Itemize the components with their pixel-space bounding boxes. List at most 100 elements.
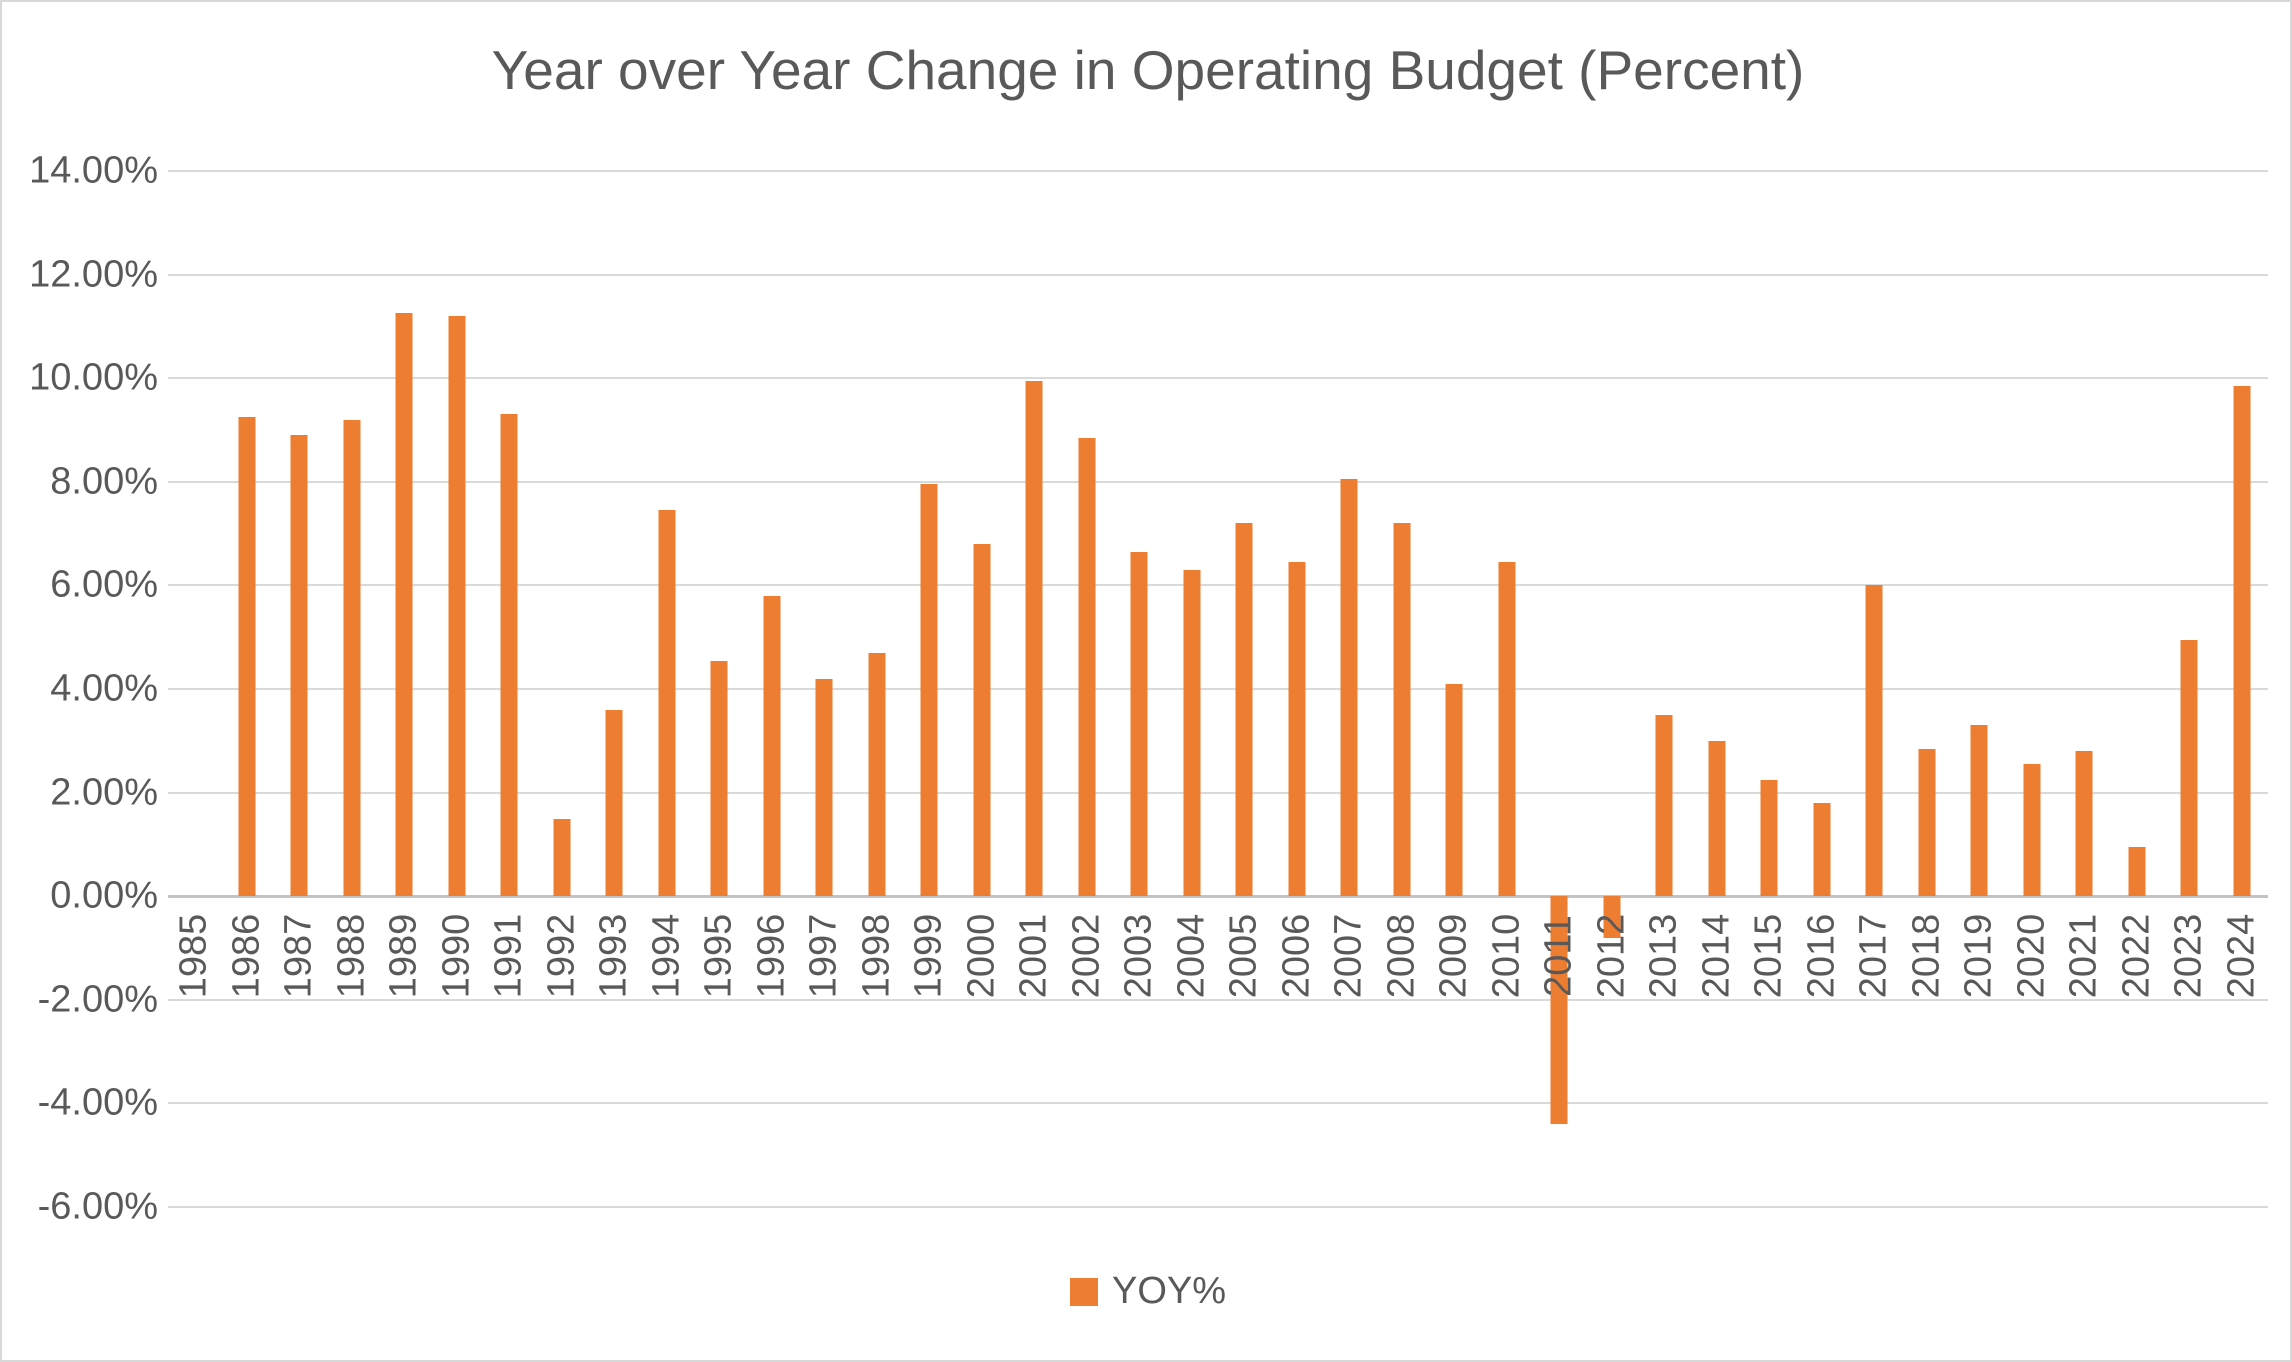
y-tick-label: -2.00% (37, 978, 158, 1021)
gridline (168, 273, 2268, 276)
plot-area (168, 170, 2268, 1208)
x-tick-label-2019: 2019 (1957, 913, 2000, 999)
bar-2023 (2180, 639, 2198, 897)
y-tick-label: 12.00% (29, 253, 158, 296)
x-tick-label-2021: 2021 (2062, 913, 2105, 999)
bar-2001 (1025, 380, 1043, 897)
x-tick-label-2020: 2020 (2010, 913, 2053, 999)
bar-2003 (1130, 551, 1148, 897)
x-tick-label-1985: 1985 (172, 913, 215, 999)
gridline (168, 998, 2268, 1001)
bar-1987 (290, 435, 308, 897)
gridline (168, 584, 2268, 587)
x-tick-label-2018: 2018 (1905, 913, 1948, 999)
x-tick-label-2023: 2023 (2167, 913, 2210, 999)
bar-1993 (605, 709, 623, 897)
bar-1998 (868, 652, 886, 897)
bar-2012 (1603, 896, 1621, 938)
legend-swatch-icon (1069, 1277, 1098, 1306)
x-tick-label-2011: 2011 (1537, 915, 1580, 998)
x-tick-label-2007: 2007 (1327, 913, 1370, 999)
x-tick-label-2010: 2010 (1485, 913, 1528, 999)
x-tick-label-1987: 1987 (277, 913, 320, 999)
legend-label: YOY% (1111, 1270, 1227, 1312)
bar-2009 (1445, 683, 1463, 897)
bar-2004 (1183, 569, 1201, 897)
bar-2011 (1550, 896, 1568, 1125)
bar-1999 (920, 484, 938, 897)
gridline (168, 688, 2268, 690)
bar-2019 (1970, 725, 1988, 897)
x-tick-label-1995: 1995 (697, 913, 740, 999)
bar-1986 (238, 417, 256, 897)
gridline (168, 1206, 2268, 1208)
y-tick-label: 8.00% (50, 460, 158, 503)
x-tick-label-2001: 2001 (1012, 913, 1055, 999)
x-tick-label-2015: 2015 (1747, 913, 1790, 999)
x-tick-label-1992: 1992 (540, 913, 583, 999)
x-tick-label-2017: 2017 (1852, 913, 1895, 999)
y-tick-label: 4.00% (50, 667, 158, 710)
y-axis: 14.00% 12.00% 10.00% 8.00% 6.00% 4.00% 2.00% 0.… (2, 150, 158, 1228)
bar-2018 (1918, 748, 1936, 897)
x-tick-label-2016: 2016 (1800, 913, 1843, 999)
bar-1997 (815, 678, 833, 897)
bar-2022 (2128, 846, 2146, 897)
bar-2016 (1813, 802, 1831, 897)
bar-2020 (2023, 764, 2041, 897)
bar-1992 (553, 818, 571, 897)
x-tick-label-2004: 2004 (1170, 913, 1213, 999)
chart-title: Year over Year Change in Operating Budge… (491, 39, 1805, 101)
bar-2006 (1288, 562, 1306, 897)
bar-2013 (1655, 714, 1673, 897)
y-tick-label: 2.00% (50, 771, 158, 814)
x-tick-label-2024: 2024 (2220, 913, 2263, 999)
y-tick-label: -6.00% (37, 1185, 158, 1228)
bar-2007 (1340, 479, 1358, 897)
bar-2010 (1498, 562, 1516, 897)
bar-2021 (2075, 751, 2093, 897)
x-tick-label-2000: 2000 (960, 913, 1003, 999)
x-tick-label-1993: 1993 (592, 913, 635, 999)
legend: YOY% (2, 1270, 2290, 1313)
x-tick-label-1999: 1999 (907, 913, 950, 999)
bar-1988 (343, 419, 361, 897)
bar-1991 (500, 414, 518, 897)
zero-axis-line (168, 895, 2268, 899)
x-tick-label-2013: 2013 (1642, 913, 1685, 999)
x-tick-label-1991: 1991 (487, 913, 530, 999)
x-tick-label-2022: 2022 (2115, 913, 2158, 999)
bar-2008 (1393, 523, 1411, 897)
gridline (168, 170, 2268, 172)
y-tick-label: -4.00% (37, 1081, 158, 1124)
bar-2024 (2233, 385, 2251, 897)
gridline (168, 377, 2268, 380)
bar-1995 (710, 660, 728, 897)
bar-1994 (658, 510, 676, 897)
y-tick-label: 10.00% (29, 356, 158, 399)
x-tick-label-2002: 2002 (1065, 913, 1108, 999)
x-tick-label-1989: 1989 (382, 913, 425, 999)
bar-2000 (973, 543, 991, 897)
x-tick-label-1986: 1986 (225, 913, 268, 999)
x-tick-label-1996: 1996 (750, 913, 793, 999)
y-tick-label: 6.00% (50, 563, 158, 606)
y-tick-label: 0.00% (50, 874, 158, 917)
y-tick-label: 14.00% (29, 149, 158, 192)
x-tick-label-2003: 2003 (1117, 913, 1160, 999)
gridline (168, 791, 2268, 794)
bar-2002 (1078, 437, 1096, 897)
x-axis: 1985 1986 1987 1988 1989 1990 1991 1992 1993 1994… (168, 171, 2268, 1207)
gridline (168, 1102, 2268, 1105)
x-tick-label-1997: 1997 (802, 913, 845, 999)
bar-2005 (1235, 523, 1253, 897)
x-tick-label-2008: 2008 (1380, 913, 1423, 999)
bar-1989 (395, 313, 413, 897)
gridline (168, 480, 2268, 483)
x-tick-label-1998: 1998 (855, 913, 898, 999)
x-tick-label-1990: 1990 (435, 913, 478, 999)
bar-2017 (1865, 585, 1883, 897)
x-tick-label-2009: 2009 (1432, 913, 1475, 999)
bar-1990 (448, 316, 466, 897)
